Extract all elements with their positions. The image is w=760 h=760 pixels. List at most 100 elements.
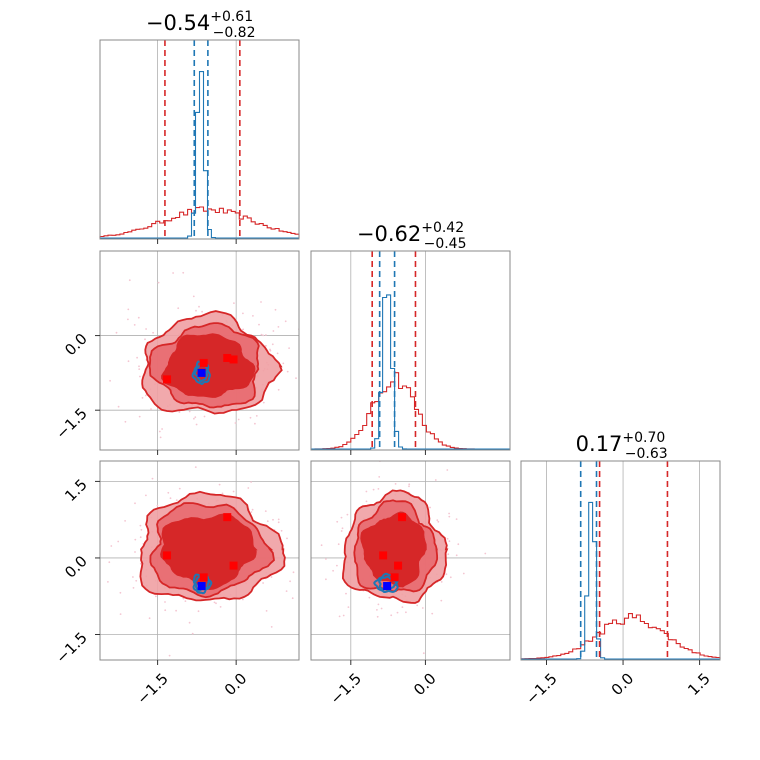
- scatter-point: [218, 483, 221, 486]
- scatter-point: [194, 466, 197, 468]
- scatter-point: [152, 331, 155, 334]
- scatter-point: [134, 502, 136, 505]
- scatter-point: [127, 360, 130, 363]
- red-marker: [223, 513, 232, 522]
- scatter-point: [168, 654, 171, 657]
- red-marker: [229, 355, 238, 364]
- scatter-point: [445, 573, 448, 576]
- x-tick-label: 0.0: [221, 670, 251, 700]
- scatter-point: [215, 602, 217, 605]
- scatter-point: [145, 494, 147, 497]
- scatter-point: [286, 370, 289, 373]
- scatter-point: [254, 422, 256, 425]
- scatter-point: [188, 621, 191, 624]
- red-marker: [199, 358, 208, 367]
- scatter-point: [284, 320, 287, 323]
- scatter-point: [270, 626, 273, 628]
- scatter-point: [338, 615, 341, 618]
- scatter-point: [178, 411, 181, 413]
- scatter-point: [437, 520, 440, 523]
- scatter-point: [242, 312, 244, 315]
- scatter-point: [376, 615, 379, 618]
- scatter-point: [260, 333, 263, 336]
- scatter-point: [137, 316, 140, 319]
- blue-histogram: [100, 71, 299, 239]
- scatter-point: [340, 530, 343, 532]
- scatter-point: [340, 516, 343, 519]
- scatter-point: [373, 452, 375, 454]
- scatter-point: [436, 519, 439, 521]
- scatter-point: [416, 604, 419, 607]
- scatter-point: [325, 558, 327, 560]
- scatter-point: [139, 524, 142, 527]
- title-minus: −0.45: [424, 236, 467, 252]
- red-marker: [223, 353, 232, 362]
- scatter-point: [347, 606, 350, 608]
- red-marker: [390, 573, 399, 582]
- red-marker: [163, 551, 172, 560]
- scatter-point: [219, 606, 222, 608]
- scatter-point: [264, 510, 267, 512]
- scatter-point: [346, 513, 349, 516]
- scatter-point: [195, 309, 197, 312]
- scatter-point: [109, 379, 111, 382]
- panel-content: [100, 251, 299, 450]
- scatter-point: [140, 528, 143, 531]
- scatter-point: [345, 592, 347, 595]
- scatter-point: [303, 597, 305, 599]
- scatter-point: [242, 598, 244, 601]
- scatter-point: [276, 352, 279, 355]
- scatter-point: [280, 529, 283, 532]
- scatter-point: [134, 538, 137, 541]
- scatter-point: [247, 487, 250, 489]
- scatter-point: [119, 591, 122, 594]
- scatter-point: [277, 326, 280, 328]
- scatter-point: [164, 601, 166, 603]
- scatter-point: [201, 310, 204, 313]
- scatter-point: [117, 405, 120, 408]
- scatter-point: [159, 436, 162, 439]
- scatter-point: [377, 603, 380, 606]
- scatter-point: [309, 546, 311, 548]
- scatter-point: [449, 576, 452, 579]
- scatter-point: [157, 281, 160, 284]
- scatter-point: [336, 564, 338, 567]
- title-plus: +0.70: [622, 430, 665, 446]
- scatter-point: [289, 580, 291, 583]
- panel-content: [309, 452, 510, 660]
- scatter-point: [447, 553, 450, 556]
- diagonal-panel-1: −0.54+0.61−0.82: [99, 9, 300, 240]
- scatter-point: [286, 537, 288, 540]
- red-marker: [229, 561, 238, 570]
- blue-marker: [197, 368, 206, 377]
- red-histogram: [311, 372, 510, 450]
- scatter-point: [455, 554, 458, 557]
- scatter-point: [164, 609, 167, 612]
- title-plus: +0.61: [210, 9, 253, 25]
- scatter-point: [252, 315, 254, 317]
- scatter-point: [421, 607, 424, 609]
- scatter-point: [150, 408, 152, 411]
- scatter-point: [332, 569, 334, 572]
- scatter-point: [178, 487, 181, 490]
- scatter-point: [250, 511, 253, 513]
- x-tick-label: 1.5: [684, 670, 714, 700]
- scatter-point: [265, 610, 268, 612]
- scatter-point: [394, 483, 397, 485]
- scatter-point: [194, 416, 197, 419]
- scatter-point: [203, 415, 206, 418]
- title-value: −0.54: [146, 11, 210, 35]
- scatter-point: [484, 552, 487, 555]
- scatter-point: [255, 415, 258, 417]
- red-histogram: [520, 613, 721, 660]
- scatter-point: [277, 388, 280, 391]
- scatter-point: [107, 581, 109, 583]
- scatter-point: [377, 488, 380, 490]
- red-marker: [163, 375, 172, 384]
- scatter-point: [177, 307, 180, 310]
- scatter-point: [117, 540, 120, 543]
- scatter-point: [139, 562, 142, 565]
- scatter-point: [265, 344, 267, 347]
- scatter-point: [300, 599, 302, 601]
- scatter-point: [136, 356, 139, 359]
